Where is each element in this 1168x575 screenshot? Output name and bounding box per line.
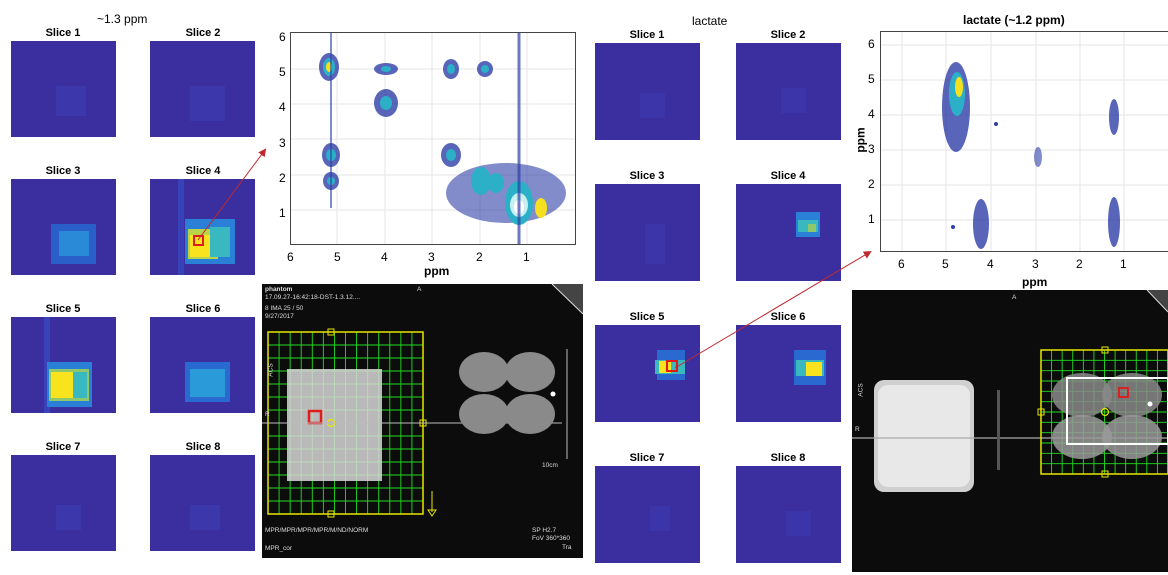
left-slice-image-6 [150,317,255,413]
right-plot-ytick-2: 2 [868,177,875,191]
left-link-arrow [197,148,267,241]
left-mri-scale: 10cm [542,462,558,469]
left-mri-info-3: 9/27/2017 [265,313,294,320]
right-plot-xtick-4: 4 [987,257,994,271]
right-plot-ytick-3: 3 [868,142,875,156]
left-header: ~1.3 ppm [97,12,148,26]
right-plot-xtick-5: 5 [942,257,949,271]
left-plot-xtick-3: 3 [428,250,435,264]
left-mri-scan: phantom 17.09.27-16:42:18-DST-1.3.12....… [262,284,583,558]
right-slice-image-6 [736,325,841,422]
left-mri-bottom-right-2: FoV 360*360 [532,535,570,542]
left-plot-xtick-1: 1 [523,250,530,264]
left-mri-bottom-left-2: MPR_cor [265,545,293,552]
right-plot-xtick-1: 1 [1120,257,1127,271]
right-slice-title-1: Slice 1 [629,29,665,41]
left-mri-orient-left: R [265,411,270,418]
right-plot-xtick-2: 2 [1076,257,1083,271]
right-plot-ylabel: ppm [853,127,868,153]
left-plot-xlabel: ppm [424,264,450,278]
right-plot-ytick-4: 4 [868,107,875,121]
right-header: lactate [692,14,728,28]
right-plot-ytick-1: 1 [868,212,875,226]
right-slice-image-7 [595,466,700,563]
right-mri-scan: A ACS R [852,290,1168,572]
right-plot-ytick-5: 5 [868,72,875,86]
left-mri-orient-acs: ACS [267,363,275,377]
left-slice-image-5 [11,317,116,413]
left-mri-info-2: 8 IMA 25 / 50 [265,305,304,312]
right-slice-image-2 [736,43,841,140]
left-slice-image-8 [150,455,255,551]
right-2d-spectrum-plot [880,31,1168,252]
left-plot-ytick-5: 5 [279,65,286,79]
left-slice-title-3: Slice 3 [45,165,81,177]
left-slice-image-7 [11,455,116,551]
left-mri-patient: phantom [265,286,293,293]
left-plot-ytick-2: 2 [279,171,286,185]
left-plot-xtick-5: 5 [334,250,341,264]
right-plot-xtick-6: 6 [898,257,905,271]
left-plot-ytick-1: 1 [279,206,286,220]
right-plot-xtick-3: 3 [1032,257,1039,271]
left-2d-spectrum-plot [290,32,576,245]
right-plot-ytick-6: 6 [868,37,875,51]
left-slice-title-6: Slice 6 [185,303,221,315]
left-mri-bottom-right-3: Tra [562,544,572,551]
right-slice-image-5 [595,325,700,422]
left-mri-orient-top: A [417,286,422,293]
right-plot-xlabel: ppm [1022,275,1048,289]
right-slice-title-5: Slice 5 [629,311,665,323]
left-mri-bottom-right-1: SP H2.7 [532,527,557,534]
right-mri-orient-top: A [1012,294,1017,301]
left-slice-image-3 [11,179,116,275]
left-plot-ytick-6: 6 [279,30,286,44]
right-slice-image-1 [595,43,700,140]
right-mri-orient-left: R [855,426,860,433]
right-slice-title-7: Slice 7 [629,452,665,464]
right-slice-image-3 [595,184,700,281]
left-slice-image-1 [11,41,116,137]
left-mri-bottom-left-1: MPR/MPR/MPR/MPR/M/ND/NORM [265,527,369,534]
right-plot-title: lactate (~1.2 ppm) [963,13,1065,27]
right-mri-orient-acs: ACS [857,383,865,397]
right-link-arrow [674,250,872,369]
right-slice-title-2: Slice 2 [770,29,806,41]
left-plot-xtick-4: 4 [381,250,388,264]
left-slice-title-5: Slice 5 [45,303,81,315]
left-slice-title-8: Slice 8 [185,441,221,453]
left-slice-image-2 [150,41,255,137]
left-mri-info-1: 17.09.27-16:42:18-DST-1.3.12.... [265,294,361,301]
right-slice-image-8 [736,466,841,563]
left-slice-title-1: Slice 1 [45,27,81,39]
left-slice-title-7: Slice 7 [45,441,81,453]
right-slice-title-4: Slice 4 [770,170,806,182]
left-plot-ytick-3: 3 [279,136,286,150]
left-slice-title-2: Slice 2 [185,27,221,39]
left-plot-xtick-6: 6 [287,250,294,264]
right-slice-title-3: Slice 3 [629,170,665,182]
right-slice-title-8: Slice 8 [770,452,806,464]
right-slice-image-4 [736,184,841,281]
right-slice-title-6: Slice 6 [770,311,806,323]
left-slice-title-4: Slice 4 [185,165,221,177]
left-slice-image-4 [150,179,255,275]
left-plot-ytick-4: 4 [279,100,286,114]
left-plot-xtick-2: 2 [476,250,483,264]
